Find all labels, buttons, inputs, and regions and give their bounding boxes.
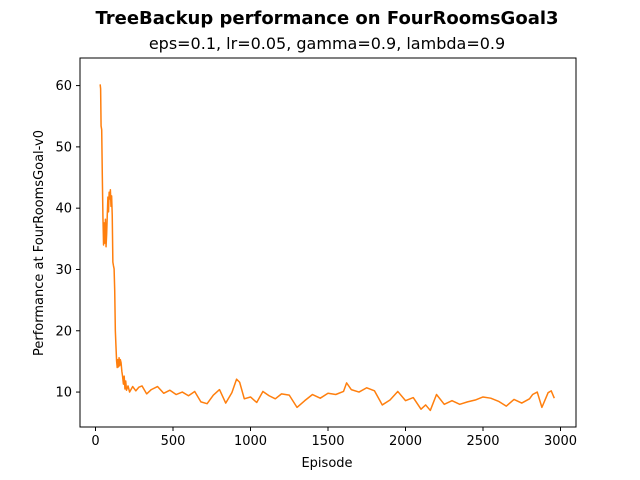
x-tick-label: 2000 bbox=[389, 434, 422, 449]
y-axis-label: Performance at FourRoomsGoal-v0 bbox=[32, 130, 47, 356]
plot-frame bbox=[79, 57, 577, 428]
y-tick-label: 60 bbox=[55, 79, 72, 94]
x-tick-label: 0 bbox=[91, 434, 99, 449]
x-axis-label: Episode bbox=[301, 456, 352, 471]
y-tick-label: 10 bbox=[55, 386, 72, 401]
x-tick-label: 1000 bbox=[234, 434, 267, 449]
x-tick-label: 2500 bbox=[466, 434, 499, 449]
x-tick-label: 1500 bbox=[311, 434, 344, 449]
x-tick-label: 500 bbox=[161, 434, 186, 449]
y-tick-label: 40 bbox=[55, 202, 72, 217]
plot-area: 0 500 1000 1500 2000 2500 3000 10 20 30 40 50 60 bbox=[55, 57, 577, 449]
x-tick-label: 3000 bbox=[544, 434, 577, 449]
y-tick-label: 30 bbox=[55, 263, 72, 278]
series-line-0 bbox=[99, 84, 555, 412]
chart-title: TreeBackup performance on FourRoomsGoal3 bbox=[95, 8, 558, 29]
chart-subtitle: eps=0.1, lr=0.05, gamma=0.9, lambda=0.9 bbox=[149, 34, 505, 53]
y-tick-label: 20 bbox=[55, 324, 72, 339]
y-tick-label: 50 bbox=[55, 140, 72, 155]
